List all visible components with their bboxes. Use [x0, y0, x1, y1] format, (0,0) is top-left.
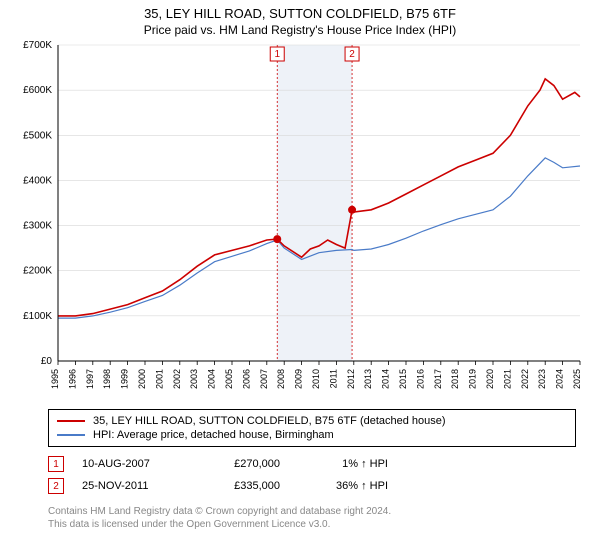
- svg-text:£500K: £500K: [23, 130, 52, 141]
- svg-text:£700K: £700K: [23, 41, 52, 51]
- svg-text:1998: 1998: [102, 369, 112, 389]
- event-badge: 2: [48, 478, 64, 494]
- svg-text:2021: 2021: [502, 369, 512, 389]
- event-price: £270,000: [200, 458, 280, 470]
- footnote: Contains HM Land Registry data © Crown c…: [48, 505, 576, 531]
- svg-text:£600K: £600K: [23, 85, 52, 96]
- svg-text:2002: 2002: [172, 369, 182, 389]
- svg-text:2025: 2025: [572, 369, 582, 389]
- svg-text:2017: 2017: [433, 369, 443, 389]
- chart-legend: 35, LEY HILL ROAD, SUTTON COLDFIELD, B75…: [48, 409, 576, 447]
- svg-text:2003: 2003: [189, 369, 199, 389]
- event-list: 1 10-AUG-2007 £270,000 1% ↑ HPI 2 25-NOV-2011…: [48, 453, 576, 497]
- event-date: 10-AUG-2007: [82, 458, 182, 470]
- chart-title: 35, LEY HILL ROAD, SUTTON COLDFIELD, B75…: [0, 6, 600, 21]
- svg-text:2004: 2004: [207, 369, 217, 389]
- svg-text:2008: 2008: [276, 369, 286, 389]
- event-price: £335,000: [200, 480, 280, 492]
- svg-text:2011: 2011: [328, 369, 338, 388]
- svg-text:2022: 2022: [520, 369, 530, 389]
- chart-subtitle: Price paid vs. HM Land Registry's House …: [0, 23, 600, 37]
- legend-row: 35, LEY HILL ROAD, SUTTON COLDFIELD, B75…: [57, 414, 567, 428]
- legend-row: HPI: Average price, detached house, Birm…: [57, 428, 567, 442]
- svg-text:1995: 1995: [50, 369, 60, 389]
- event-delta: 36% ↑ HPI: [298, 480, 388, 492]
- svg-text:2010: 2010: [311, 369, 321, 389]
- svg-text:2006: 2006: [241, 369, 251, 389]
- legend-swatch: [57, 420, 85, 422]
- svg-text:2007: 2007: [259, 369, 269, 389]
- svg-text:1997: 1997: [85, 369, 95, 389]
- event-badge: 1: [48, 456, 64, 472]
- svg-text:2018: 2018: [450, 369, 460, 389]
- svg-text:£100K: £100K: [23, 311, 52, 322]
- svg-text:2001: 2001: [154, 369, 164, 389]
- svg-text:£0: £0: [41, 356, 53, 367]
- svg-text:£300K: £300K: [23, 221, 52, 232]
- svg-text:2000: 2000: [137, 369, 147, 389]
- svg-text:2016: 2016: [415, 369, 425, 389]
- svg-text:2009: 2009: [294, 369, 304, 389]
- svg-text:£400K: £400K: [23, 175, 52, 186]
- chart-header: 35, LEY HILL ROAD, SUTTON COLDFIELD, B75…: [0, 0, 600, 41]
- event-delta: 1% ↑ HPI: [298, 458, 388, 470]
- footnote-line: This data is licensed under the Open Gov…: [48, 518, 576, 531]
- svg-text:2023: 2023: [537, 369, 547, 389]
- svg-text:£200K: £200K: [23, 266, 52, 277]
- svg-text:2020: 2020: [485, 369, 495, 389]
- svg-text:2013: 2013: [363, 369, 373, 389]
- legend-label: HPI: Average price, detached house, Birm…: [93, 429, 334, 441]
- price-chart: £0 £100K £200K £300K £400K £500K £600K £700K 1 2 1…: [10, 41, 590, 401]
- svg-text:2015: 2015: [398, 369, 408, 389]
- legend-label: 35, LEY HILL ROAD, SUTTON COLDFIELD, B75…: [93, 415, 446, 427]
- svg-text:2019: 2019: [468, 369, 478, 389]
- svg-text:2014: 2014: [381, 369, 391, 389]
- svg-text:2024: 2024: [555, 369, 565, 389]
- svg-text:1999: 1999: [120, 369, 130, 389]
- footnote-line: Contains HM Land Registry data © Crown c…: [48, 505, 576, 518]
- svg-text:1996: 1996: [67, 369, 77, 389]
- svg-text:1: 1: [274, 49, 280, 60]
- event-row: 2 25-NOV-2011 £335,000 36% ↑ HPI: [48, 475, 576, 497]
- svg-text:2012: 2012: [346, 369, 356, 389]
- svg-text:2005: 2005: [224, 369, 234, 389]
- legend-swatch: [57, 434, 85, 436]
- event-date: 25-NOV-2011: [82, 480, 182, 492]
- event-row: 1 10-AUG-2007 £270,000 1% ↑ HPI: [48, 453, 576, 475]
- svg-text:2: 2: [349, 49, 355, 60]
